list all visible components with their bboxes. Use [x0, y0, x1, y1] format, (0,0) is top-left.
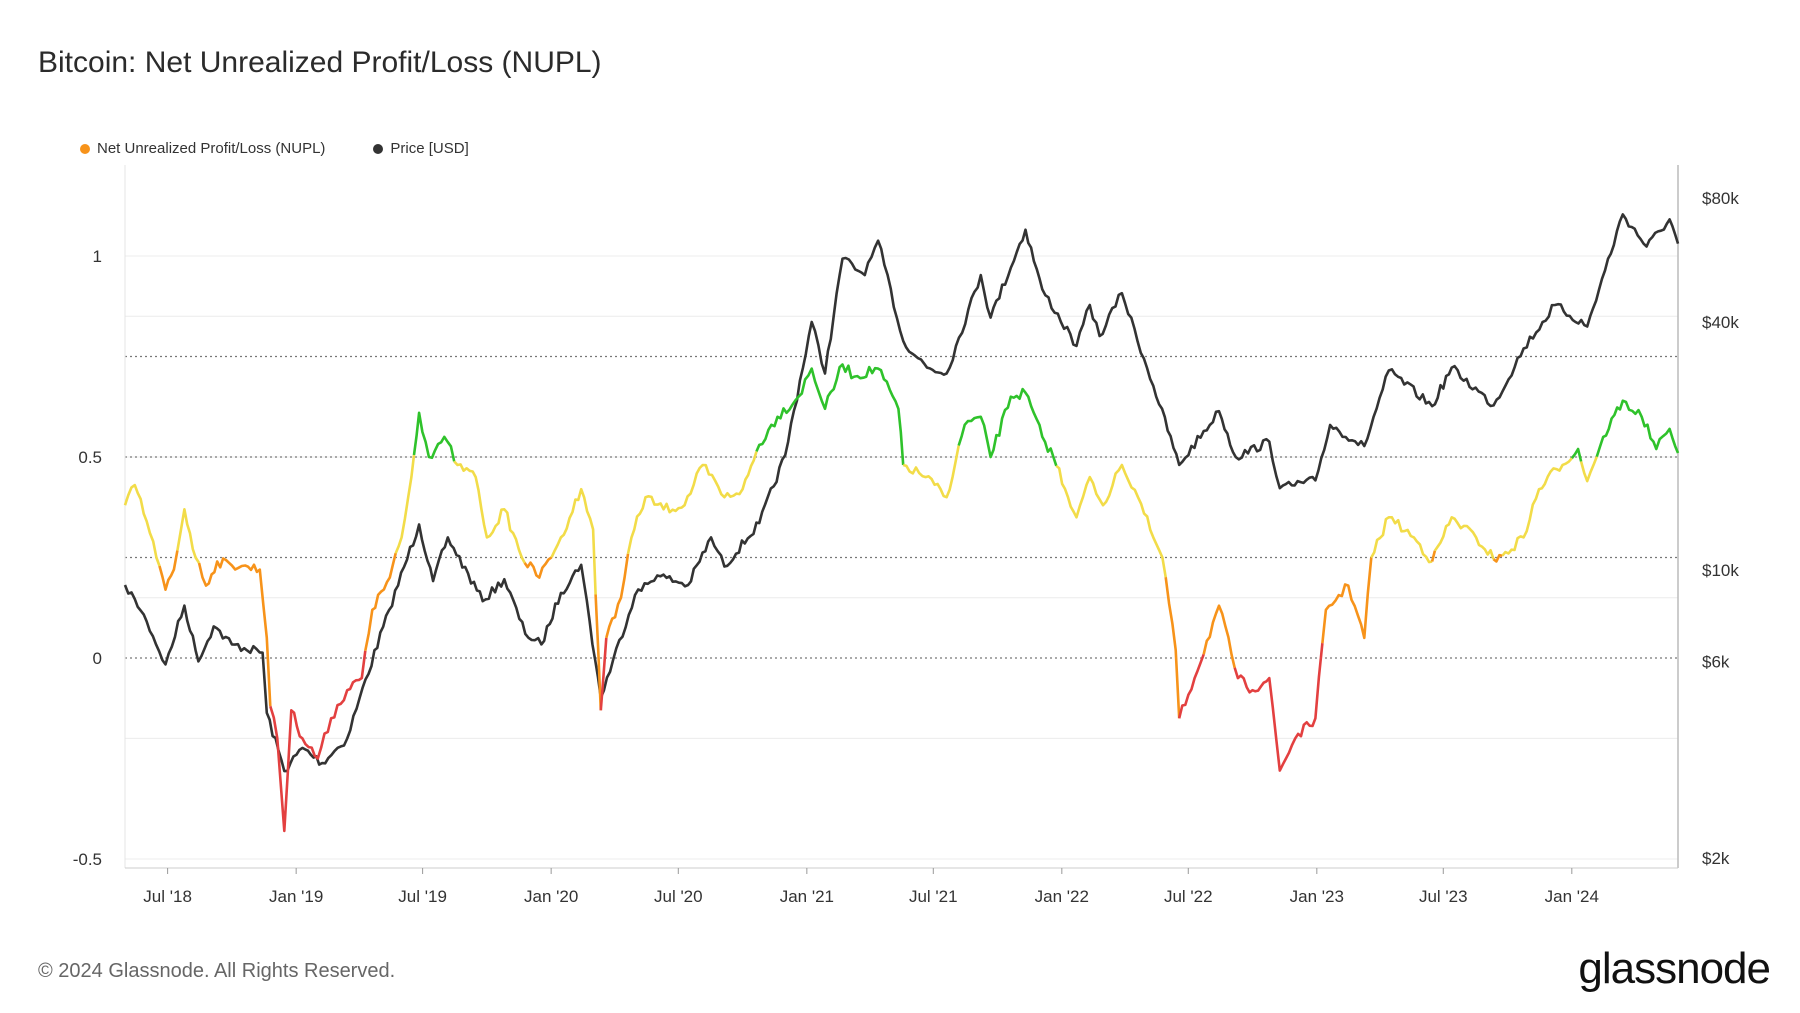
- nupl-segment-21: [1202, 604, 1236, 669]
- price-line: [123, 213, 1680, 773]
- x-tick-label-4: Jul '20: [654, 887, 703, 906]
- zone-lines: [125, 355, 1678, 659]
- x-tick-label-0: Jul '18: [143, 887, 192, 906]
- nupl-segment-26: [1433, 515, 1495, 560]
- nupl-segment-17: [957, 387, 1058, 467]
- nupl-segment-9: [523, 556, 553, 579]
- legend-label-nupl: Net Unrealized Profit/Loss (NUPL): [97, 140, 326, 157]
- nupl-segment-1: [158, 550, 179, 592]
- legend-dot-nupl: [80, 143, 90, 154]
- x-tick-label-2: Jul '19: [398, 887, 447, 906]
- nupl-segment-4: [269, 650, 367, 833]
- nupl-segment-24: [1370, 515, 1433, 564]
- y-left-tick-label-1: 0.5: [78, 448, 102, 467]
- nupl-segment-27: [1492, 553, 1503, 563]
- nupl-segment-30: [1579, 456, 1599, 483]
- x-tick-label-5: Jan '21: [780, 887, 834, 906]
- x-tick-label-7: Jan '22: [1035, 887, 1089, 906]
- legend: Net Unrealized Profit/Loss (NUPL) Price …: [80, 140, 469, 157]
- grid-layer: [125, 255, 1678, 860]
- nupl-segment-12: [599, 637, 608, 711]
- nupl-segment-8: [453, 460, 526, 564]
- nupl-segment-23: [1321, 557, 1373, 644]
- legend-item-nupl[interactable]: Net Unrealized Profit/Loss (NUPL): [80, 140, 325, 157]
- tick-labels: Jul '18 Jan '19 Jul '19 Jan '20 Jul '20 Jan '…: [73, 189, 1740, 906]
- x-tick-label-9: Jan '23: [1290, 887, 1344, 906]
- nupl-segment-15: [755, 363, 905, 466]
- nupl-segment-0: [123, 483, 161, 567]
- nupl-segment-11: [594, 594, 603, 711]
- y-right-tick-label-3: $6k: [1702, 652, 1730, 671]
- nupl-segment-29: [1570, 447, 1583, 462]
- x-tick-label-3: Jan '20: [524, 887, 578, 906]
- x-tick-label-11: Jan '24: [1545, 887, 1599, 906]
- nupl-segment-22: [1233, 642, 1324, 772]
- glassnode-logo: glassnode: [1578, 944, 1771, 993]
- nupl-series: [123, 363, 1680, 833]
- y-right-tick-label-0: $80k: [1702, 189, 1739, 208]
- nupl-segment-5: [364, 552, 397, 652]
- nupl-segment-20: [1177, 653, 1205, 719]
- nupl-segment-14: [626, 451, 758, 555]
- y-left-tick-label-3: -0.5: [73, 850, 102, 869]
- y-left-tick-label-2: 0: [93, 649, 102, 668]
- y-right-tick-label-4: $2k: [1702, 849, 1730, 868]
- nupl-segment-7: [412, 411, 456, 462]
- nupl-segment-28: [1501, 457, 1573, 557]
- x-tick-label-8: Jul '22: [1164, 887, 1213, 906]
- x-tick-label-6: Jul '21: [909, 887, 958, 906]
- nupl-segment-10: [550, 487, 597, 595]
- nupl-segment-25: [1430, 550, 1437, 562]
- copyright: © 2024 Glassnode. All Rights Reserved.: [38, 960, 396, 982]
- chart-title: Bitcoin: Net Unrealized Profit/Loss (NUP…: [38, 46, 602, 79]
- x-tick-label-1: Jan '19: [269, 887, 323, 906]
- legend-item-price[interactable]: Price [USD]: [373, 140, 469, 157]
- price-series: [123, 213, 1680, 773]
- y-left-tick-label-0: 1: [93, 247, 102, 266]
- y-right-tick-label-1: $40k: [1702, 313, 1739, 332]
- nupl-segment-16: [902, 445, 960, 499]
- nupl-segment-2: [176, 507, 201, 564]
- legend-dot-price: [373, 143, 384, 154]
- nupl-segment-18: [1055, 463, 1167, 578]
- nupl-segment-19: [1164, 577, 1181, 719]
- axes-layer: [124, 165, 1679, 874]
- x-tick-label-10: Jul '23: [1419, 887, 1468, 906]
- nupl-segment-31: [1595, 399, 1680, 457]
- nupl-segment-13: [605, 553, 630, 639]
- nupl-segment-6: [394, 454, 416, 554]
- y-right-tick-label-2: $10k: [1702, 561, 1739, 580]
- nupl-segment-3: [197, 557, 272, 707]
- legend-label-price: Price [USD]: [390, 140, 469, 157]
